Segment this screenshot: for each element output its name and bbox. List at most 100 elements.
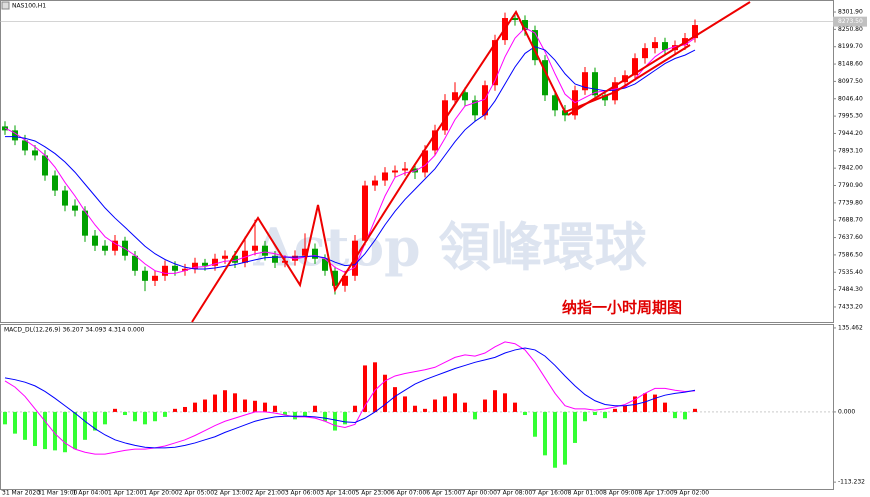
histogram-bar xyxy=(53,411,57,451)
histogram-bar xyxy=(63,411,67,453)
histogram-bar xyxy=(463,402,467,412)
candle-body xyxy=(82,210,88,236)
histogram-bar xyxy=(133,411,137,422)
y-tick-label: 7995.30 xyxy=(838,113,863,120)
macd-label: MACD_DL(12,26,9) 36.207 34.093 4.314 0.0… xyxy=(4,327,145,334)
histogram-bar xyxy=(293,411,297,420)
histogram-bar xyxy=(173,408,177,412)
histogram-bar xyxy=(653,394,657,412)
histogram-bar xyxy=(393,387,397,412)
y-tick-label: 7893.10 xyxy=(838,147,863,154)
y-tick-label: 7944.20 xyxy=(838,130,863,137)
histogram-bar xyxy=(383,374,387,412)
candle-body xyxy=(382,172,388,181)
histogram-bar xyxy=(513,402,517,412)
candle-body xyxy=(222,255,228,259)
x-tick-label: 2 Apr 05:00 xyxy=(179,490,214,497)
histogram-bar xyxy=(113,408,117,412)
x-tick-label: 31 Mar 19:00 xyxy=(37,490,77,497)
y-tick-label: 7433.20 xyxy=(838,303,863,310)
x-tick-label: 9 Apr 02:00 xyxy=(674,490,709,497)
y-tick-label: 8199.70 xyxy=(838,43,863,50)
histogram-bar xyxy=(533,411,537,437)
x-tick-label: 5 Apr 23:00 xyxy=(356,490,391,497)
histogram-bar xyxy=(333,411,337,431)
histogram-bar xyxy=(603,411,607,419)
x-tick-label: 2 Apr 21:00 xyxy=(249,490,284,497)
histogram-bar xyxy=(613,408,617,412)
indicator-line xyxy=(4,347,696,449)
candle-body xyxy=(162,265,168,276)
y-tick-label: 7484.30 xyxy=(838,286,863,293)
histogram-bar xyxy=(223,390,227,412)
candle-body xyxy=(72,205,78,211)
candle-body xyxy=(102,245,108,251)
candle-body xyxy=(322,258,328,271)
indicator-line xyxy=(4,27,696,274)
candle-body xyxy=(292,255,298,261)
y-tick-label: 8046.40 xyxy=(838,95,863,102)
candle-body xyxy=(492,40,498,86)
histogram-bar xyxy=(443,396,447,412)
histogram-bar xyxy=(343,411,347,425)
y-tick-label: 7637.60 xyxy=(838,234,863,241)
histogram-bar xyxy=(473,411,477,420)
histogram-bar xyxy=(23,411,27,440)
candle-body xyxy=(422,150,428,173)
y-tick-label: 8097.50 xyxy=(838,78,863,85)
x-tick-label: 7 Apr 08:00 xyxy=(497,490,532,497)
current-price-label: 8273.50 xyxy=(838,18,863,25)
histogram-bar xyxy=(643,393,647,412)
histogram-bar xyxy=(73,411,77,450)
candle-body xyxy=(402,168,408,171)
candle-body xyxy=(662,42,668,51)
candle-body xyxy=(302,248,308,256)
candle-body xyxy=(442,100,448,131)
histogram-bar xyxy=(433,399,437,412)
histogram-bar xyxy=(93,411,97,431)
candle-body xyxy=(152,275,158,281)
candle-body xyxy=(602,95,608,101)
histogram-bar xyxy=(123,411,127,416)
trend-lines xyxy=(191,1,751,323)
candle-body xyxy=(372,180,378,186)
histogram-bar xyxy=(313,405,317,412)
candle-body xyxy=(362,185,368,241)
annotation: 纳指一小时周期图 xyxy=(562,299,682,317)
candle-body xyxy=(552,95,558,111)
x-tick-label: 7 Apr 16:00 xyxy=(532,490,567,497)
histogram-bar xyxy=(413,405,417,412)
candle-body xyxy=(312,248,318,259)
histogram-bar xyxy=(13,411,17,434)
candle-body xyxy=(212,258,218,266)
candle-body xyxy=(642,48,648,59)
candle-body xyxy=(12,130,18,141)
candle-body xyxy=(532,30,538,61)
candle-body xyxy=(252,245,258,251)
y-tick-label: 8148.60 xyxy=(838,61,863,68)
x-tick-label: 3 Apr 06:00 xyxy=(285,490,320,497)
candle-body xyxy=(202,262,208,266)
macd-pane xyxy=(0,324,834,490)
candle-body xyxy=(342,275,348,286)
candle-body xyxy=(592,72,598,96)
histogram-bar xyxy=(153,411,157,422)
candle-body xyxy=(652,42,658,49)
histogram-bar xyxy=(363,365,367,412)
histogram-bar xyxy=(623,405,627,412)
histogram-bar xyxy=(283,411,287,416)
x-tick-label: 8 Apr 17:00 xyxy=(638,490,673,497)
candle-body xyxy=(582,72,588,91)
y-tick-label: 7586.50 xyxy=(838,251,863,258)
histogram-bar xyxy=(503,393,507,412)
histogram-bar xyxy=(323,411,327,422)
histogram-bar xyxy=(373,362,377,412)
x-tick-label: 6 Apr 15:00 xyxy=(426,490,461,497)
y-tick-label: 7535.40 xyxy=(838,269,863,276)
chart-title: NAS100,H1 xyxy=(12,3,46,10)
histogram-bar xyxy=(353,405,357,412)
x-tick-label: 6 Apr 07:00 xyxy=(391,490,426,497)
candle-body xyxy=(142,270,148,281)
histogram-bar xyxy=(273,405,277,412)
